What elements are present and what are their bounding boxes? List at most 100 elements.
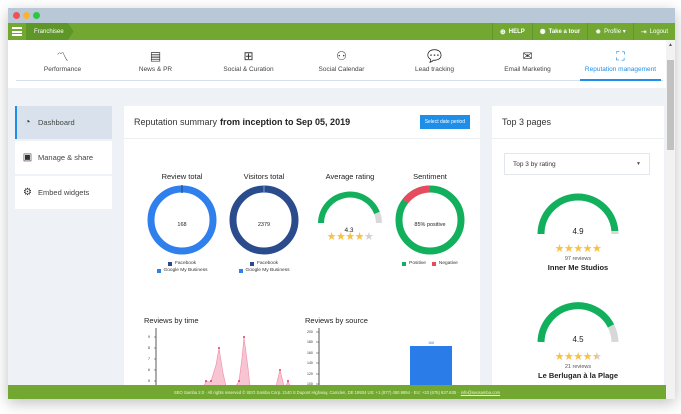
page-scrollbar[interactable]: ▲ (666, 40, 675, 399)
cog-icon: ⚙ (23, 187, 32, 198)
nav-label: Reputation management (584, 66, 657, 73)
nav-label: Social Calendar (318, 66, 365, 73)
sentiment-metric: Sentiment Positive Negative (392, 172, 468, 266)
svg-text:6: 6 (148, 368, 150, 372)
top-pages-header: Top 3 pages (492, 106, 664, 139)
top-pages-select[interactable]: Top 3 by rating ▼ (504, 153, 650, 175)
nav-label: Social & Curation (223, 66, 274, 73)
nav-performance[interactable]: 〽 Performance (16, 40, 109, 88)
lifebuoy-icon: ⊕ (499, 28, 506, 36)
sidebar-item-manage-share[interactable]: ▣ Manage & share (15, 141, 112, 174)
page-1-rating-gauge (537, 193, 619, 235)
share-grid-icon: ⊞ (243, 49, 254, 63)
svg-text:180: 180 (307, 340, 313, 344)
sidebar-item-label: Manage & share (38, 153, 94, 162)
scrollbar-thumb[interactable] (667, 60, 674, 150)
top-pages-title: Top 3 pages (502, 117, 552, 127)
app-window: Franchisee ⊕ HELP ✺ Take a tour ✹ Profil… (8, 8, 675, 399)
nav-label: Performance (43, 66, 82, 73)
summary-header: Reputation summary from inception to Sep… (124, 106, 480, 139)
svg-text:140: 140 (307, 361, 313, 365)
nav-label: Email Marketing (504, 66, 551, 73)
visitors-total-title: Visitors total (243, 172, 285, 181)
svg-text:100: 100 (307, 382, 313, 386)
review-total-legend: Facebook Google My Business (146, 261, 218, 273)
envelope-icon: ✉ (522, 49, 533, 63)
profile-dropdown[interactable]: ✹ Profile ▾ (587, 23, 633, 40)
dashboard-gauge-icon: ◔ (24, 117, 31, 128)
nav-email-marketing[interactable]: ✉ Email Marketing (481, 40, 574, 88)
sidebar-item-dashboard[interactable]: ◔ Dashboard (15, 106, 112, 139)
summary-date-range: from inception to Sep 05, 2019 (220, 117, 351, 127)
breadcrumb[interactable]: Franchisee (26, 23, 74, 40)
legend-negative: Negative (438, 261, 458, 266)
svg-text:120: 120 (307, 372, 313, 376)
svg-text:9: 9 (148, 335, 150, 339)
average-rating-gauge (318, 191, 382, 224)
minimize-window-button[interactable] (23, 12, 30, 19)
page-1-stars: ★★★★★ (554, 243, 602, 255)
page-1-review-count: 97 reviews (564, 256, 592, 262)
visitors-total-donut (229, 185, 299, 255)
chat-bubbles-icon: 💬 (427, 49, 442, 63)
review-total-title: Review total (161, 172, 203, 181)
main-nav: 〽 Performance ▤ News & PR ⊞ Social & Cur… (8, 40, 675, 88)
social-people-icon: ⚇ (336, 49, 347, 63)
logout-button[interactable]: ⇥ Logout (632, 23, 675, 40)
nav-reputation-management[interactable]: ⛶ Reputation management (574, 40, 667, 88)
hamburger-menu-icon[interactable] (12, 27, 22, 36)
svg-text:200: 200 (307, 330, 313, 334)
sentiment-donut (395, 185, 465, 255)
select-value: Top 3 by rating (513, 160, 556, 168)
top-page-1[interactable]: 4.9 ★★★★★ 97 reviews Inner Me Studios (492, 188, 664, 272)
svg-text:5: 5 (148, 379, 150, 383)
visitors-total-legend: Facebook Google My Business (228, 261, 300, 273)
visitors-total-value: 2379 (257, 222, 271, 228)
page-2-rating: 4.5 (572, 335, 584, 344)
reviews-by-source-chart: 200 180 160 140 120 100 166 (307, 328, 452, 386)
page-1-rating: 4.9 (572, 227, 584, 236)
summary-title: Reputation summary (134, 117, 218, 127)
top-pages-card: Top 3 pages Top 3 by rating ▼ 4.9 ★★★★★ … (492, 106, 664, 386)
scroll-up-arrow-icon[interactable]: ▲ (668, 42, 673, 48)
title-bar (8, 8, 675, 23)
nav-label: News & PR (138, 66, 173, 73)
close-window-button[interactable] (13, 12, 20, 19)
legend-google: Google My Business (245, 268, 290, 273)
take-a-tour-label: Take a tour (548, 28, 581, 35)
nav-news-pr[interactable]: ▤ News & PR (109, 40, 202, 88)
page-2-name: Le Berlugan à la Plage (537, 371, 619, 380)
help-button[interactable]: ⊕ HELP (491, 23, 532, 40)
review-total-metric: Review total Facebook Google My Business (146, 172, 218, 273)
nav-label: Lead tracking (414, 66, 455, 73)
maximize-window-button[interactable] (33, 12, 40, 19)
logout-label: Logout (649, 28, 668, 35)
top-page-2[interactable]: 4.5 ★★★★★ 21 reviews Le Berlugan à la Pl… (492, 296, 664, 380)
trend-icon: 〽 (56, 49, 69, 64)
page-1-name: Inner Me Studios (547, 263, 609, 272)
legend-google: Google My Business (163, 268, 208, 273)
reputation-icon: ⛶ (616, 48, 625, 63)
sidebar-item-label: Embed widgets (38, 188, 90, 197)
help-label: HELP (508, 28, 525, 35)
legend-facebook: Facebook (256, 261, 279, 266)
sidebar-item-embed-widgets[interactable]: ⚙ Embed widgets (15, 176, 112, 209)
review-total-value: 168 (177, 222, 187, 228)
average-rating-metric: Average rating ★★★★★ (312, 172, 388, 243)
chevron-down-icon: ▼ (636, 161, 641, 167)
nav-social-calendar[interactable]: ⚇ Social Calendar (295, 40, 388, 88)
footer-email-link[interactable]: info@seosamba.com (460, 389, 501, 395)
page-2-stars: ★★★★★ (554, 351, 602, 363)
take-a-tour-button[interactable]: ✺ Take a tour (531, 23, 587, 40)
sentiment-value: 85% positive (414, 222, 446, 228)
page-2-review-count: 21 reviews (564, 364, 592, 370)
footer: SEO Samba 2.0 · All rights reserved © SE… (8, 385, 666, 399)
reviews-by-source-title: Reviews by source (305, 316, 368, 325)
nav-lead-tracking[interactable]: 💬 Lead tracking (388, 40, 481, 88)
sidebar: ◔ Dashboard ▣ Manage & share ⚙ Embed wid… (15, 106, 112, 211)
profile-label: Profile ▾ (604, 29, 626, 35)
average-rating-title: Average rating (325, 172, 375, 181)
nav-social-curation[interactable]: ⊞ Social & Curation (202, 40, 295, 88)
svg-text:160: 160 (307, 351, 313, 355)
select-date-period-button[interactable]: Select date period (419, 115, 470, 129)
